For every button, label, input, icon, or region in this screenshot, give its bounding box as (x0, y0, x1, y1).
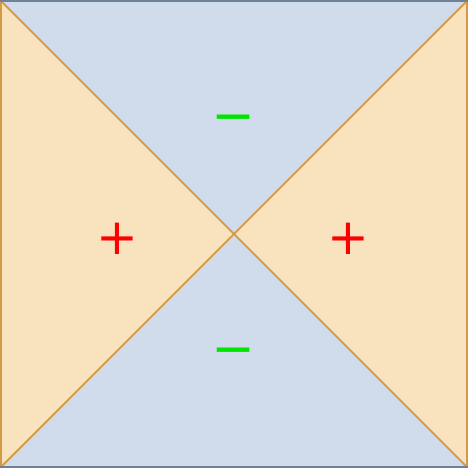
region-left (1, 1, 234, 467)
region-left-sign: + (96, 208, 138, 266)
region-bottom (1, 234, 467, 467)
region-bottom-sign: − (211, 319, 255, 379)
region-right (234, 1, 467, 467)
region-top (1, 1, 467, 234)
region-top-sign: − (211, 86, 255, 146)
region-right-sign: + (327, 208, 369, 266)
